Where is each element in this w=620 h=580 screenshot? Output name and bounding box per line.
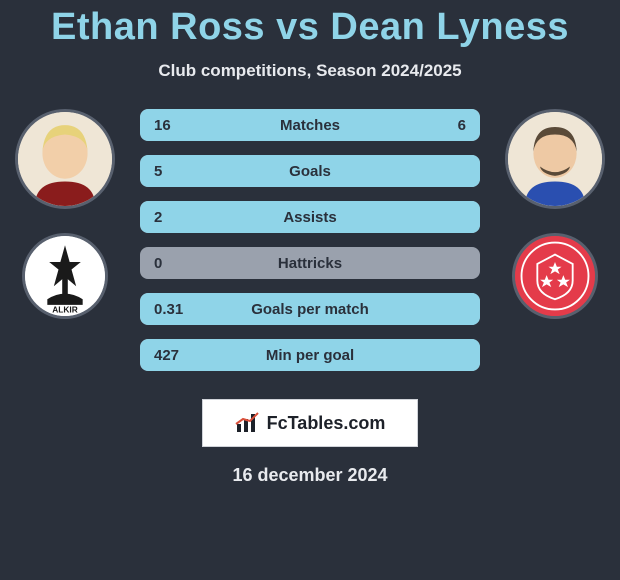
stat-bar-overlay: 427Min per goal [140,339,480,371]
stat-bar-overlay: 5Goals [140,155,480,187]
club-right-badge [512,233,598,319]
player-right-avatar [505,109,605,209]
svg-text:ALKIR: ALKIR [52,304,78,314]
stat-bar: 2Assists [140,201,480,233]
stat-label: Hattricks [194,255,426,272]
page-title: Ethan Ross vs Dean Lyness [0,6,620,49]
avatar-left-icon [18,112,112,206]
date-label: 16 december 2024 [0,465,620,486]
stat-label: Goals [194,163,426,180]
stat-bar-overlay: 0Hattricks [140,247,480,279]
stats-bars: 16Matches65Goals2Assists0Hattricks0.31Go… [140,109,480,371]
left-column: ALKIR [10,109,120,319]
stat-label: Min per goal [194,347,426,364]
avatar-right-icon [508,112,602,206]
stat-bar: 5Goals [140,155,480,187]
comparison-card: Ethan Ross vs Dean Lyness Club competiti… [0,0,620,580]
stat-value-left: 0 [154,255,194,272]
stat-value-left: 0.31 [154,301,194,318]
club-right-icon [515,233,595,319]
club-left-badge: ALKIR [22,233,108,319]
subtitle: Club competitions, Season 2024/2025 [0,61,620,81]
right-column [500,109,610,319]
source-badge: FcTables.com [202,399,418,447]
stat-bar-overlay: 0.31Goals per match [140,293,480,325]
stat-value-left: 5 [154,163,194,180]
stat-bar-overlay: 16Matches6 [140,109,480,141]
stat-label: Matches [194,117,426,134]
stat-value-left: 2 [154,209,194,226]
stat-bar: 16Matches6 [140,109,480,141]
club-left-icon: ALKIR [25,233,105,319]
stat-value-left: 427 [154,347,194,364]
content-area: ALKIR [0,109,620,379]
player-left-avatar [15,109,115,209]
stat-bar: 0Hattricks [140,247,480,279]
stat-label: Goals per match [194,301,426,318]
stat-bar-overlay: 2Assists [140,201,480,233]
stat-value-left: 16 [154,117,194,134]
stat-bar: 0.31Goals per match [140,293,480,325]
stat-label: Assists [194,209,426,226]
source-badge-label: FcTables.com [267,413,386,434]
stat-bar: 427Min per goal [140,339,480,371]
stat-value-right: 6 [426,117,466,134]
chart-icon [235,412,261,434]
